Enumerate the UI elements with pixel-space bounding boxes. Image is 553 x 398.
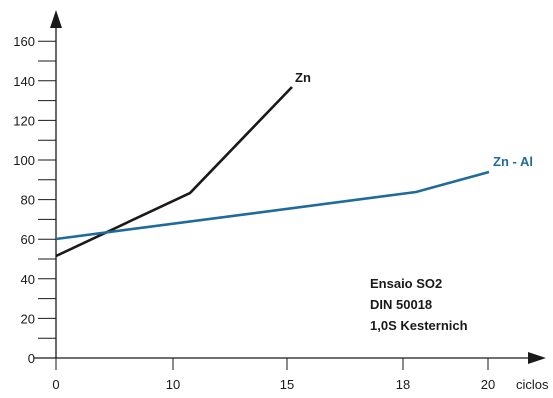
y-tick-label: 20	[21, 311, 35, 326]
axes	[34, 10, 546, 364]
y-tick-label: 60	[21, 232, 35, 247]
y-tick-label: 80	[21, 193, 35, 208]
y-tick-label: 100	[13, 153, 35, 168]
x-tick-label: 0	[52, 377, 59, 392]
x-tick-label: 18	[396, 377, 410, 392]
x-tick-label: 10	[166, 377, 180, 392]
x-axis-arrow	[528, 352, 546, 364]
series-label-zn: Zn	[295, 70, 311, 85]
series-line-zn-al	[55, 170, 490, 241]
y-tick-label: 40	[21, 272, 35, 287]
series-layer: Zn Zn - Al	[55, 70, 533, 258]
series-label-zn-al: Zn - Al	[493, 154, 533, 169]
y-tick-label: 140	[13, 74, 35, 89]
x-tick-label: 20	[481, 377, 495, 392]
y-axis-ticks: 0 20 40 60 80 100 120 140 160	[13, 34, 56, 366]
y-axis-arrow	[50, 10, 62, 28]
annotation-line-3: 1,0S Kesternich	[370, 318, 468, 333]
x-tick-label: 15	[280, 377, 294, 392]
y-tick-label: 120	[13, 113, 35, 128]
annotation-line-2: DIN 50018	[370, 297, 432, 312]
y-tick-label: 160	[13, 34, 35, 49]
series-line-zn	[55, 86, 293, 258]
annotation-line-1: Ensaio SO2	[370, 276, 442, 291]
y-tick-label: 0	[28, 351, 35, 366]
x-axis-ticks: 0 10 15 18 20	[52, 358, 495, 392]
x-axis-label: ciclos	[516, 377, 549, 392]
